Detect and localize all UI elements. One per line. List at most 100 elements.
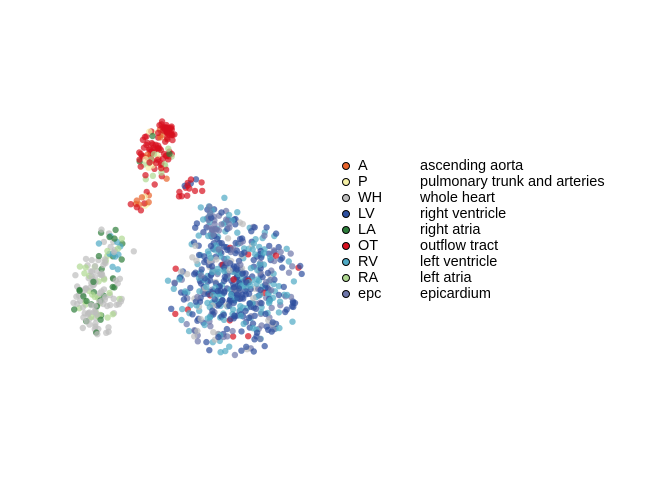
legend-label: ascending aorta bbox=[420, 158, 524, 174]
scatter-point bbox=[194, 293, 201, 301]
scatter-point bbox=[250, 295, 257, 302]
scatter-point bbox=[81, 310, 88, 317]
scatter-point bbox=[172, 310, 179, 318]
scatter-point bbox=[226, 224, 233, 231]
scatter-point bbox=[198, 266, 205, 273]
scatter-point bbox=[140, 144, 148, 151]
scatter-point bbox=[206, 314, 214, 321]
scatter-point bbox=[151, 181, 158, 188]
scatter-point bbox=[191, 333, 198, 340]
scatter-point bbox=[177, 268, 185, 275]
scatter-point bbox=[192, 176, 200, 183]
scatter-point bbox=[100, 286, 108, 293]
scatter-point bbox=[209, 268, 216, 276]
scatter-point bbox=[90, 278, 97, 285]
scatter-point bbox=[206, 347, 213, 354]
scatter-point bbox=[88, 256, 96, 264]
scatter-point bbox=[139, 136, 147, 144]
scatter-point bbox=[110, 248, 118, 256]
scatter-point bbox=[150, 150, 158, 158]
scatter-point bbox=[180, 296, 188, 303]
legend-item: OT outflow tract bbox=[342, 238, 605, 254]
scatter-point bbox=[72, 272, 79, 279]
scatter-point bbox=[184, 192, 191, 199]
scatter-point bbox=[226, 267, 233, 274]
scatter-point bbox=[218, 221, 225, 228]
scatter-point bbox=[211, 220, 218, 228]
legend-key bbox=[342, 226, 350, 234]
scatter-point bbox=[230, 276, 237, 283]
legend-code: WH bbox=[358, 190, 383, 206]
scatter-point bbox=[137, 163, 144, 170]
legend-item: epc epicardium bbox=[342, 286, 605, 302]
scatter-point bbox=[221, 268, 228, 275]
scatter-point bbox=[227, 315, 234, 323]
scatter-point bbox=[220, 316, 228, 323]
scatter-point bbox=[261, 342, 268, 350]
scatter-point bbox=[82, 255, 90, 263]
scatter-point bbox=[160, 127, 167, 134]
scatter-point bbox=[162, 166, 170, 173]
scatter-point bbox=[285, 258, 292, 265]
scatter-point bbox=[237, 261, 244, 268]
scatter-point bbox=[221, 194, 228, 201]
scatter-point bbox=[201, 321, 208, 329]
scatter-point bbox=[265, 298, 273, 305]
scatter-point bbox=[83, 297, 90, 305]
scatter-point bbox=[221, 273, 228, 281]
scatter-point bbox=[105, 324, 112, 331]
scatter-point bbox=[79, 324, 87, 332]
scatter-point bbox=[236, 235, 244, 243]
legend-code: OT bbox=[358, 238, 379, 254]
scatter-point bbox=[179, 305, 186, 313]
scatter-point bbox=[277, 248, 284, 256]
scatter-point bbox=[89, 268, 96, 275]
scatter-point bbox=[231, 351, 239, 359]
scatter-point bbox=[275, 243, 282, 251]
scatter-point bbox=[260, 249, 267, 257]
legend-code: RA bbox=[358, 270, 379, 286]
scatter-point bbox=[246, 300, 253, 307]
scatter-point bbox=[207, 254, 214, 261]
scatter-point bbox=[191, 187, 199, 195]
scatter-point bbox=[196, 288, 203, 295]
scatter-point bbox=[217, 349, 224, 356]
scatter-point bbox=[91, 262, 99, 270]
scatter-point bbox=[100, 238, 108, 246]
scatter-point bbox=[245, 333, 252, 340]
scatter-point bbox=[114, 266, 122, 273]
scatter-point bbox=[253, 329, 261, 336]
legend-key bbox=[342, 274, 350, 282]
scatter-point bbox=[80, 293, 87, 300]
scatter-point bbox=[146, 159, 153, 166]
scatter-point bbox=[249, 246, 256, 253]
legend-code: A bbox=[358, 158, 368, 174]
scatter-point bbox=[104, 247, 111, 255]
scatter-point bbox=[263, 224, 270, 231]
scatter-point bbox=[187, 284, 194, 292]
scatter-point bbox=[266, 242, 273, 250]
scatter-point bbox=[130, 248, 137, 255]
scatter-point bbox=[257, 335, 264, 343]
scatter-point bbox=[234, 209, 241, 216]
scatter-point bbox=[92, 320, 99, 327]
scatter-point bbox=[208, 263, 216, 270]
scatter-point bbox=[238, 328, 245, 335]
scatter-point bbox=[250, 240, 257, 247]
scatter-point bbox=[109, 283, 116, 291]
scatter-point bbox=[206, 203, 213, 210]
scatter-point bbox=[82, 264, 89, 271]
scatter-point bbox=[232, 239, 239, 247]
scatter-point bbox=[258, 300, 265, 307]
scatter-point bbox=[166, 131, 173, 138]
scatter-point bbox=[142, 172, 149, 179]
scatter-point bbox=[272, 230, 280, 237]
scatter-point bbox=[265, 326, 272, 333]
scatter-point bbox=[247, 282, 254, 289]
scatter-point bbox=[176, 188, 183, 196]
scatter-point bbox=[262, 310, 269, 318]
legend-key bbox=[342, 258, 350, 266]
scatter-point bbox=[109, 263, 116, 270]
scatter-point bbox=[203, 338, 210, 346]
scatter-point bbox=[223, 325, 231, 333]
